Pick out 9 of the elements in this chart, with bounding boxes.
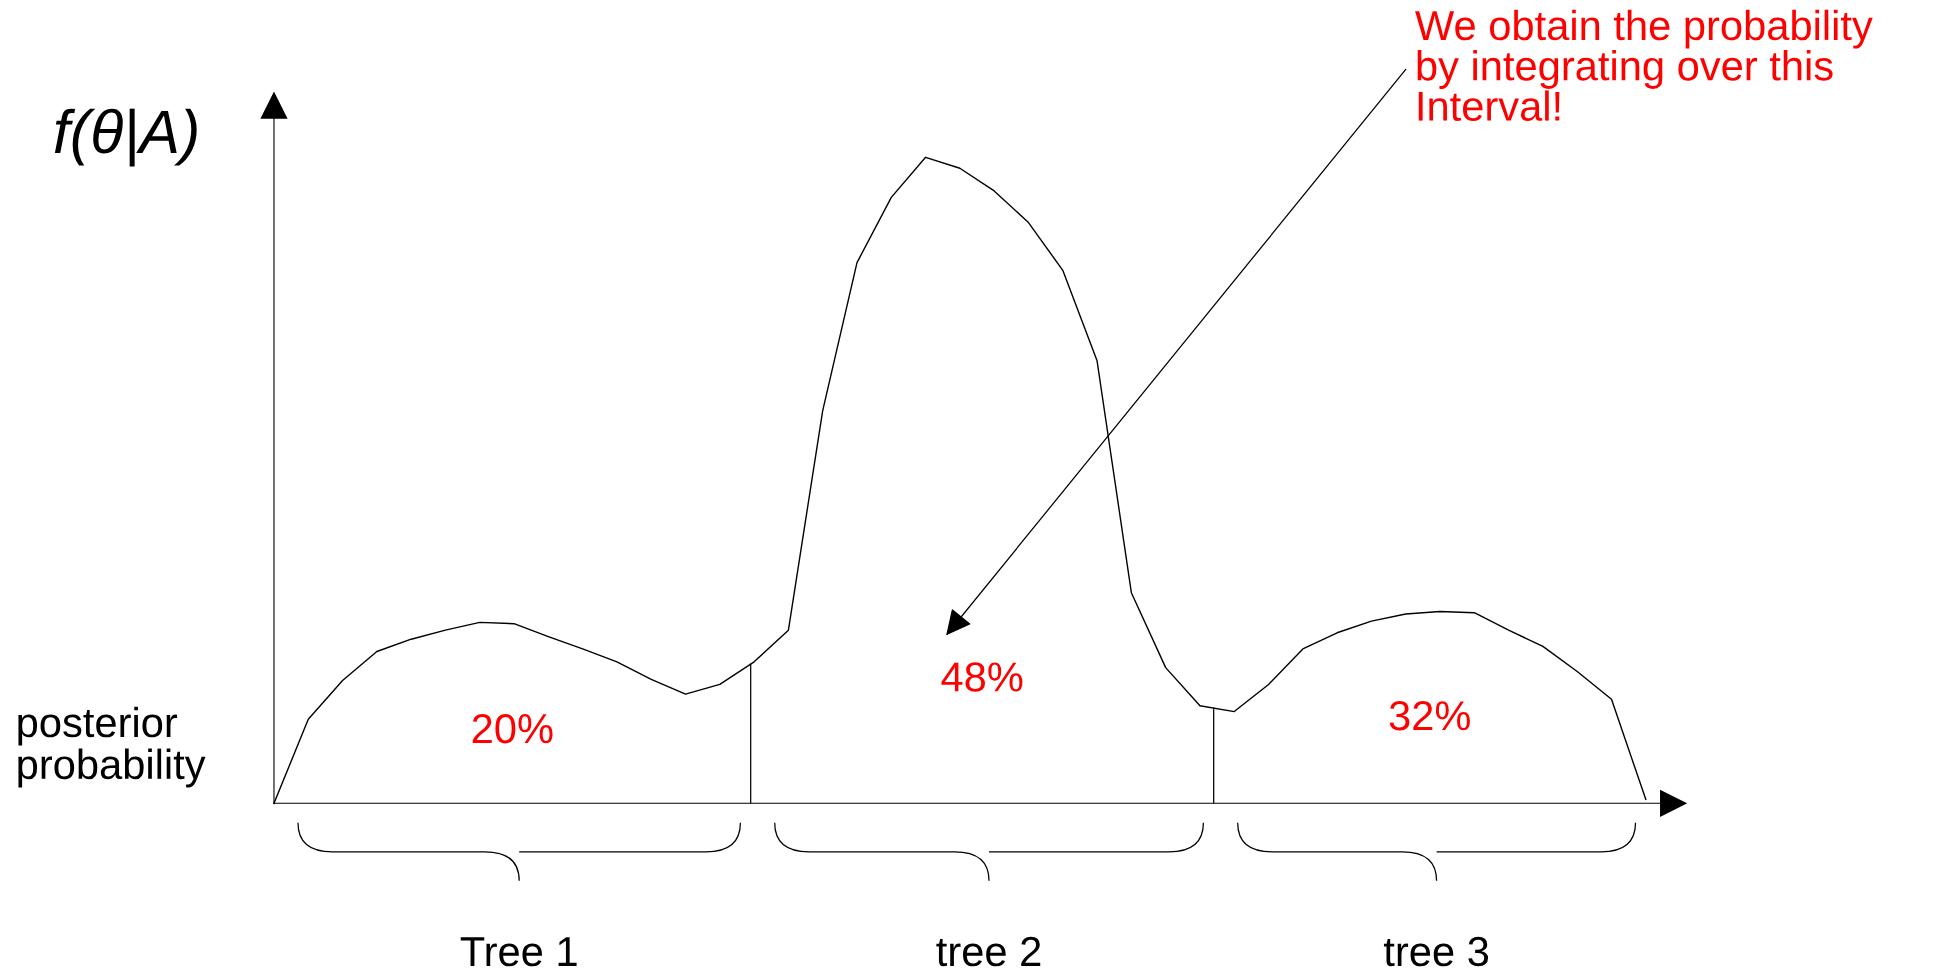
annotation: 48% <box>941 662 1023 692</box>
annotation: 32% <box>1389 701 1470 731</box>
text: posterior probability <box>18 706 206 788</box>
text: We obtain the probability by integrating over this Interval! <box>1415 9 1873 121</box>
text: tree 2 <box>936 936 1041 967</box>
y-axis-title: f(θ|A) <box>54 108 197 167</box>
text: tree 3 <box>1383 936 1489 967</box>
text: Tree 1 <box>460 937 577 967</box>
annotation: 20% <box>472 713 553 744</box>
